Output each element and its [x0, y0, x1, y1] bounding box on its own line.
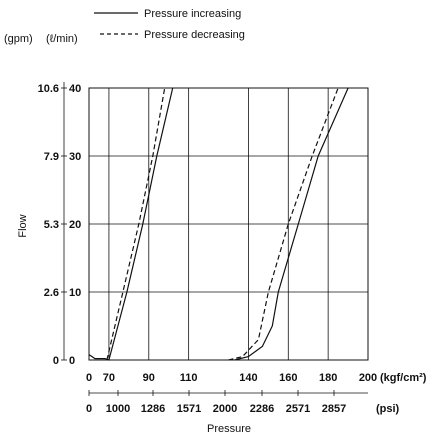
x-tick-label-kgf: 110: [180, 372, 198, 384]
x-tick-label-psi: 2286: [250, 403, 274, 415]
x-tick-label-psi: 2857: [322, 403, 346, 415]
x-axis-label: Pressure: [207, 423, 251, 435]
y-tick-label-lmin: 0: [69, 355, 75, 367]
legend-entry-increasing: Pressure increasing: [144, 8, 241, 20]
x-tick-label-psi: 2000: [213, 403, 237, 415]
x-tick-label-kgf: 180: [319, 372, 337, 384]
y-tick-label-lmin: 20: [69, 219, 81, 231]
y-axis-label: Flow: [17, 214, 29, 237]
y-tick-label-gpm: 0: [53, 355, 59, 367]
y-tick-label-lmin: 10: [69, 287, 81, 299]
x-tick-label-kgf: 90: [143, 372, 155, 384]
y-tick-label-lmin: 30: [69, 151, 81, 163]
unit-gpm: (gpm): [4, 33, 33, 45]
x-tick-label-psi: 2571: [286, 403, 310, 415]
x-tick-label-psi: 1000: [106, 403, 130, 415]
x-unit-kgf: (kgf/cm²): [380, 372, 427, 384]
x-tick-label-psi: 1286: [141, 403, 165, 415]
y-tick-label-gpm: 5.3: [44, 219, 59, 231]
x-ticks: 0 70 90 110 140 160 180 2000 1000 1286 1571 2000 228…: [86, 372, 377, 415]
y-tick-label-lmin: 40: [69, 83, 81, 95]
series-line-decreasing-1: [106, 87, 166, 361]
series-line-increasing-2: [234, 87, 349, 361]
x-tick-label-psi: 1571: [177, 403, 201, 415]
unit-lmin: (ℓ/min): [46, 33, 78, 45]
series-line-increasing-0: [88, 87, 174, 361]
grid: [89, 87, 369, 361]
x-tick-label-kgf: 70: [103, 372, 115, 384]
y-tick-label-gpm: 7.9: [44, 151, 59, 163]
x-tick-label-kgf: 200: [359, 372, 377, 384]
y-tick-label-gpm: 2.6: [44, 287, 59, 299]
legend: Pressure increasing Pressure decreasing: [94, 8, 245, 41]
y-tick-label-gpm: 10.6: [38, 83, 59, 95]
x-unit-psi: (psi): [376, 403, 400, 415]
x-tick-label-kgf: 140: [239, 372, 257, 384]
x-tick-label-kgf: 0: [86, 372, 92, 384]
x-tick-label-kgf: 160: [279, 372, 297, 384]
series: [88, 87, 349, 361]
y-ticks: 0 0 2.6 10 5.3 20 7.9 30 10.6 40: [38, 82, 81, 367]
legend-entry-decreasing: Pressure decreasing: [144, 29, 245, 41]
x-tick-label-psi: 0: [86, 403, 92, 415]
